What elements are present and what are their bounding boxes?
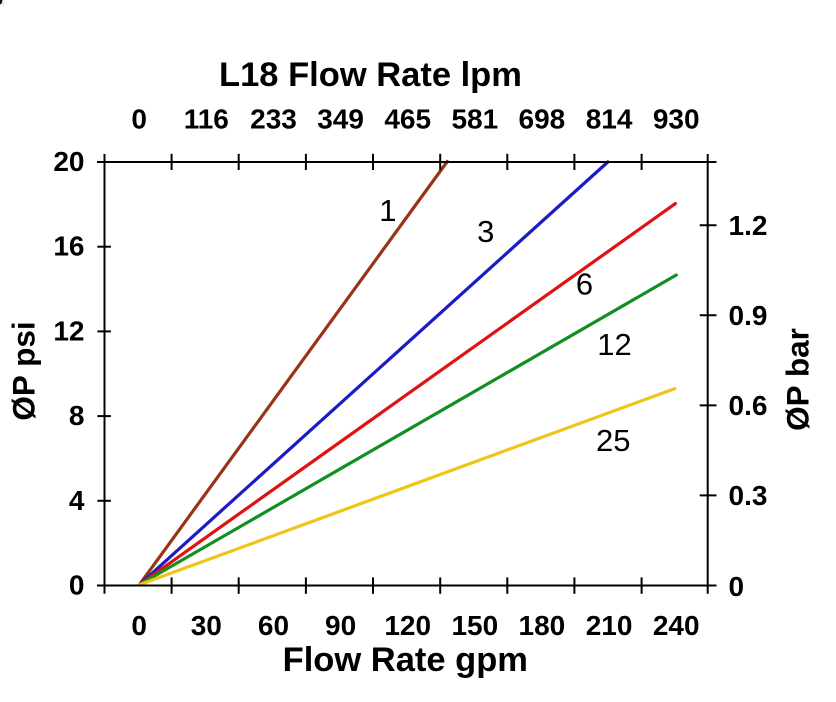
svg-text:233: 233 [250,104,297,135]
svg-text:698: 698 [519,104,566,135]
svg-text:240: 240 [653,610,700,641]
svg-text:90: 90 [325,610,356,641]
svg-text:210: 210 [586,610,633,641]
svg-text:0: 0 [131,104,147,135]
svg-text:8: 8 [69,400,85,431]
svg-text:116: 116 [184,104,229,135]
svg-text:0.3: 0.3 [729,480,768,511]
svg-text:Flow Rate gpm: Flow Rate gpm [283,641,528,679]
svg-text:930: 930 [653,104,700,135]
svg-text:4: 4 [69,485,85,516]
svg-text:1.2: 1.2 [729,210,768,241]
svg-text:12: 12 [53,315,84,346]
svg-text:20: 20 [53,146,84,177]
svg-text:ØP bar: ØP bar [780,328,816,431]
svg-text:25: 25 [596,423,630,458]
svg-text:3: 3 [477,214,494,249]
svg-text:0: 0 [69,570,85,601]
svg-text:12: 12 [597,327,631,362]
svg-text:60: 60 [258,610,289,641]
svg-text:814: 814 [586,104,633,135]
svg-text:0: 0 [729,571,745,602]
svg-text:465: 465 [384,104,431,135]
svg-text:349: 349 [317,104,364,135]
svg-text:30: 30 [191,610,222,641]
svg-text:1: 1 [379,193,396,228]
svg-text:0.9: 0.9 [729,300,768,331]
svg-text:120: 120 [384,610,431,641]
svg-text:L18 Flow Rate lpm: L18 Flow Rate lpm [219,56,522,94]
svg-text:6: 6 [576,267,593,302]
svg-text:ØP psi: ØP psi [5,321,41,420]
svg-text:150: 150 [451,610,498,641]
svg-text:0.6: 0.6 [729,390,768,421]
svg-text:16: 16 [53,231,84,262]
svg-text:581: 581 [451,104,498,135]
svg-text:180: 180 [519,610,566,641]
svg-text:0: 0 [131,610,147,641]
